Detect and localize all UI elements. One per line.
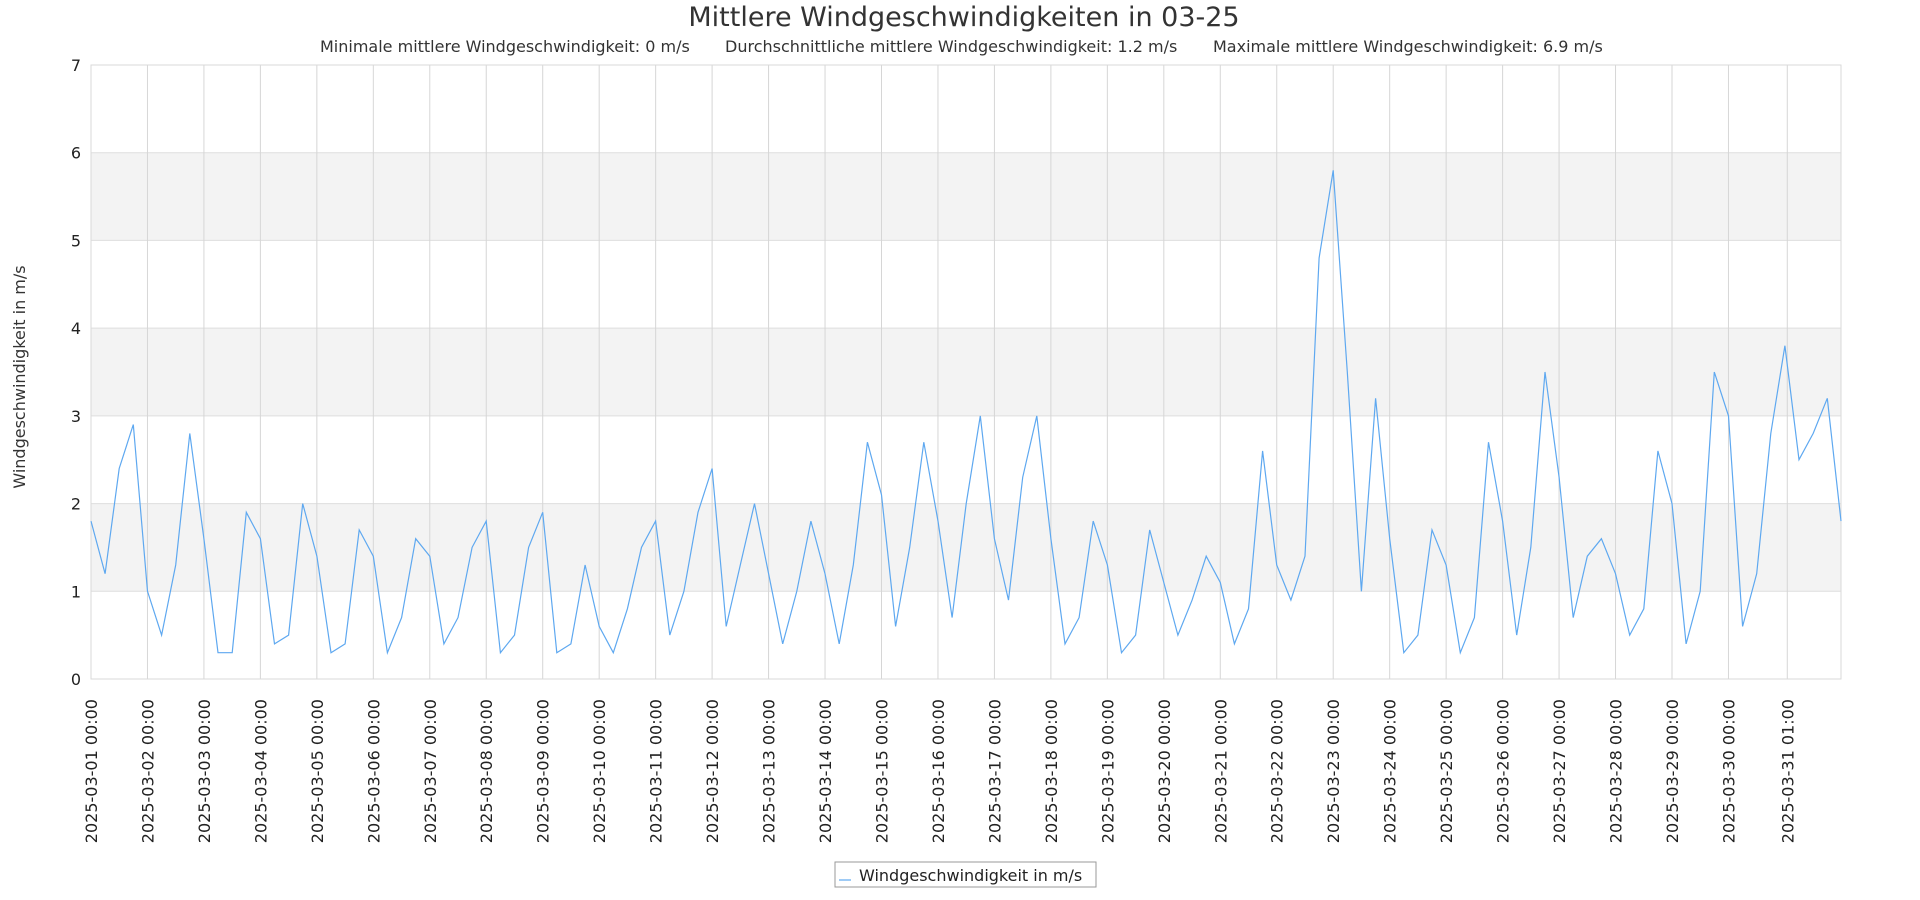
x-tick-label: 2025-03-06 00:00 (364, 699, 383, 843)
x-tick-labels: 2025-03-01 00:00 2025-03-02 00:00 2025-03-… (82, 699, 1797, 843)
x-tick-label: 2025-03-27 00:00 (1550, 699, 1569, 843)
x-tick-label: 2025-03-09 00:00 (534, 699, 553, 843)
subtitle-max: Maximale mittlere Windgeschwindigkeit: 6… (1213, 37, 1603, 56)
y-tick-label: 3 (71, 407, 81, 426)
y-tick-label: 0 (71, 670, 81, 689)
x-tick-label: 2025-03-18 00:00 (1042, 699, 1061, 843)
x-tick-label: 2025-03-28 00:00 (1607, 699, 1626, 843)
y-tick-label: 7 (71, 56, 81, 75)
x-tick-label: 2025-03-26 00:00 (1494, 699, 1513, 843)
x-tick-label: 2025-03-29 00:00 (1663, 699, 1682, 843)
y-tick-label: 4 (71, 319, 81, 338)
x-tick-label: 2025-03-24 00:00 (1381, 699, 1400, 843)
legend-box (834, 861, 1097, 888)
band (91, 328, 1841, 416)
x-tick-label: 2025-03-14 00:00 (816, 699, 835, 843)
y-tick-labels: 0 1 2 3 4 5 6 7 (71, 56, 81, 689)
x-tick-label: 2025-03-23 00:00 (1324, 699, 1343, 843)
y-tick-label: 2 (71, 495, 81, 514)
x-tick-label: 2025-03-19 00:00 (1098, 699, 1117, 843)
y-tick-label: 1 (71, 582, 81, 601)
x-tick-label: 2025-03-22 00:00 (1268, 699, 1287, 843)
x-tick-label: 2025-03-03 00:00 (195, 699, 214, 843)
x-tick-label: 2025-03-17 00:00 (985, 699, 1004, 843)
x-tick-label: 2025-03-15 00:00 (872, 699, 891, 843)
x-tick-label: 2025-03-30 00:00 (1719, 699, 1738, 843)
x-tick-label: 2025-03-25 00:00 (1437, 699, 1456, 843)
x-tick-label: 2025-03-11 00:00 (647, 699, 666, 843)
x-tick-label: 2025-03-02 00:00 (138, 699, 157, 843)
legend-label: Windgeschwindigkeit in m/s (859, 866, 1082, 885)
x-tick-label: 2025-03-13 00:00 (760, 699, 779, 843)
x-tick-label: 2025-03-20 00:00 (1155, 699, 1174, 843)
x-tick-label: 2025-03-01 00:00 (82, 699, 101, 843)
x-tick-label: 2025-03-21 00:00 (1211, 699, 1230, 843)
legend[interactable]: Windgeschwindigkeit in m/s (834, 861, 1097, 888)
y-tick-label: 6 (71, 144, 81, 163)
series-line-windgeschwindigkeit (90, 170, 1842, 655)
plot-border (90, 64, 1842, 680)
x-tick-label: 2025-03-04 00:00 (251, 699, 270, 843)
y-tick-label: 5 (71, 231, 81, 250)
band (91, 503, 1841, 592)
x-tick-label: 2025-03-08 00:00 (477, 699, 496, 843)
y-axis-label: Windgeschwindigkeit in m/s (10, 265, 29, 488)
x-tick-label: 2025-03-12 00:00 (703, 699, 722, 843)
alternating-bands (91, 152, 1841, 592)
subtitle-avg: Durchschnittliche mittlere Windgeschwind… (725, 37, 1177, 56)
x-tick-label: 2025-03-16 00:00 (929, 699, 948, 843)
x-tick-label: 2025-03-07 00:00 (421, 699, 440, 843)
x-tick-label: 2025-03-10 00:00 (590, 699, 609, 843)
band (91, 152, 1841, 241)
subtitle-min: Minimale mittlere Windgeschwindigkeit: 0… (320, 37, 690, 56)
chart-title: Mittlere Windgeschwindigkeiten in 03-25 (688, 2, 1239, 33)
x-tick-label: 2025-03-31 01:00 (1778, 699, 1797, 843)
x-tick-label: 2025-03-05 00:00 (308, 699, 327, 843)
